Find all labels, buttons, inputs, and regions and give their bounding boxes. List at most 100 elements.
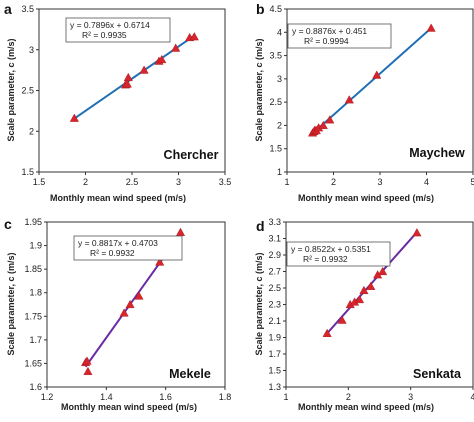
panel-letter: c — [4, 216, 12, 232]
y-tick-label: 1.8 — [29, 288, 42, 298]
x-tick-label: 3 — [176, 177, 181, 187]
y-tick-label: 1.9 — [268, 333, 281, 343]
y-tick-label: 1.6 — [29, 382, 42, 392]
x-axis-label: Monthly mean wind speed (m/s) — [298, 402, 434, 412]
y-axis-label: Scale parameter, c (m/s) — [6, 252, 16, 355]
data-point — [344, 95, 354, 104]
site-name: Chercher — [164, 148, 219, 162]
x-tick-label: 2 — [83, 177, 88, 187]
data-point — [359, 285, 369, 295]
panel-letter: d — [256, 218, 265, 234]
r-squared: R² = 0.9994 — [304, 36, 349, 46]
data-point — [69, 113, 79, 122]
data-point — [355, 294, 365, 304]
panel-letter: a — [4, 1, 12, 17]
data-point — [366, 281, 376, 290]
equation-box — [73, 235, 183, 261]
regression-equation: y = 0.8876x + 0.451 — [292, 26, 367, 36]
panel-b: b 1 2 3 4 5 1 1.5 2 2.5 3 3.5 4 4.5 Scale parameter, c… — [254, 1, 474, 203]
y-tick-label: 1.7 — [29, 335, 42, 345]
equation-box — [286, 241, 391, 267]
panel-a: a 1.5 2 2.5 3 3.5 1.5 2 2.5 3 3.5 Scale parameter, … — [4, 1, 231, 203]
data-point — [175, 227, 186, 236]
data-point — [318, 120, 328, 129]
data-point — [125, 299, 135, 309]
x-tick-label: 1 — [284, 177, 289, 187]
panel-d: d 1 2 3 4 1.3 1.5 1.7 1.9 2.1 2.3 2.5 2.7 2.9 3.1 3.3 Sc… — [254, 217, 474, 412]
regression-equation: y = 0.8817x + 0.4703 — [78, 238, 158, 248]
regression-equation: y = 0.8522x + 0.5351 — [291, 244, 371, 254]
data-point — [157, 54, 167, 64]
site-name: Senkata — [413, 367, 462, 381]
y-tick-label: 3.5 — [21, 4, 34, 14]
y-tick-label: 2.7 — [268, 267, 281, 277]
y-tick-label: 1 — [277, 167, 282, 177]
x-tick-label: 3 — [408, 392, 413, 402]
data-point — [171, 43, 181, 52]
y-tick-label: 1.85 — [24, 264, 42, 274]
data-point — [426, 23, 436, 32]
r-squared: R² = 0.9932 — [303, 254, 348, 264]
y-tick-label: 2 — [277, 120, 282, 130]
y-tick-label: 2.5 — [269, 97, 282, 107]
x-tick-label: 2 — [331, 177, 336, 187]
y-tick-label: 3.1 — [268, 234, 281, 244]
x-tick-label: 3.5 — [219, 177, 232, 187]
equation-box — [287, 23, 392, 49]
y-tick-label: 1.75 — [24, 311, 42, 321]
data-point — [119, 308, 129, 317]
y-tick-label: 2.5 — [268, 283, 281, 293]
y-tick-label: 3.5 — [269, 51, 282, 61]
data-point — [189, 32, 199, 41]
y-tick-label: 1.3 — [268, 382, 281, 392]
equation-box — [65, 17, 171, 43]
y-axis-label: Scale parameter, c (m/s) — [6, 38, 16, 141]
x-tick-label: 3 — [377, 177, 382, 187]
x-tick-label: 1 — [283, 392, 288, 402]
x-tick-label: 1.4 — [100, 392, 113, 402]
x-tick-label: 1.5 — [33, 177, 46, 187]
trendline — [311, 27, 432, 135]
data-point — [139, 65, 149, 74]
site-name: Maychew — [409, 146, 465, 160]
x-tick-label: 4 — [470, 392, 474, 402]
x-axis-label: Monthly mean wind speed (m/s) — [50, 193, 186, 203]
y-axis-label: Scale parameter, c (m/s) — [254, 252, 264, 355]
y-tick-label: 2.5 — [21, 86, 34, 96]
y-tick-label: 3 — [277, 74, 282, 84]
x-tick-label: 4 — [424, 177, 429, 187]
y-tick-label: 2.1 — [268, 316, 281, 326]
y-tick-label: 1.5 — [21, 167, 34, 177]
y-tick-label: 2.3 — [268, 300, 281, 310]
x-tick-label: 1.2 — [41, 392, 54, 402]
data-point — [325, 115, 335, 124]
data-point — [83, 366, 93, 376]
r-squared: R² = 0.9935 — [82, 30, 127, 40]
site-name: Mekele — [169, 367, 211, 381]
x-tick-label: 2.5 — [126, 177, 139, 187]
data-point — [372, 70, 382, 79]
y-tick-label: 3 — [29, 45, 34, 55]
y-tick-label: 1.5 — [269, 144, 282, 154]
x-tick-label: 5 — [470, 177, 474, 187]
x-axis-label: Monthly mean wind speed (m/s) — [298, 193, 434, 203]
y-tick-label: 2 — [29, 126, 34, 136]
data-point — [412, 228, 422, 237]
data-point — [378, 266, 388, 276]
panel-c: c 1.2 1.4 1.6 1.8 1.6 1.65 1.7 1.75 1.8 1.85 1.9 1.9… — [4, 216, 231, 412]
data-point — [322, 328, 332, 337]
x-tick-label: 1.8 — [219, 392, 232, 402]
y-tick-label: 4.5 — [269, 4, 282, 14]
y-tick-label: 4 — [277, 27, 282, 37]
y-tick-label: 1.7 — [268, 349, 281, 359]
y-tick-label: 3.3 — [268, 217, 281, 227]
data-point — [123, 72, 133, 82]
x-axis-label: Monthly mean wind speed (m/s) — [61, 402, 197, 412]
data-point — [337, 315, 347, 324]
x-tick-label: 1.6 — [159, 392, 172, 402]
data-point — [155, 257, 165, 266]
regression-equation: y = 0.7896x + 0.6714 — [70, 20, 150, 30]
y-tick-label: 1.95 — [24, 217, 42, 227]
